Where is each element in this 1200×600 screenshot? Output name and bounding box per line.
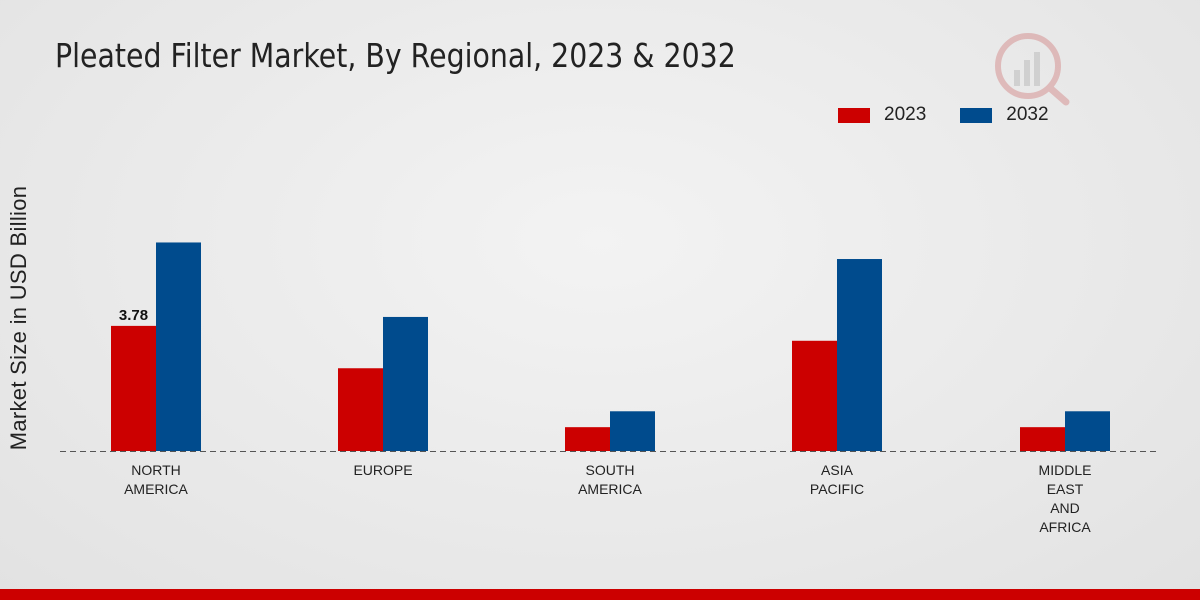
data-label-0: 3.78 bbox=[119, 307, 148, 324]
bar-2032-4 bbox=[1065, 411, 1110, 451]
x-tick-label-2: SOUTH AMERICA bbox=[578, 462, 642, 497]
legend-item-2023: 2023 bbox=[838, 104, 926, 126]
bar-2023-1 bbox=[338, 368, 383, 451]
bar-2032-2 bbox=[610, 411, 655, 451]
x-tick-label-3: ASIA PACIFIC bbox=[810, 462, 864, 497]
legend-label-2032: 2032 bbox=[1006, 104, 1049, 125]
x-tick-label-1: EUROPE bbox=[353, 462, 412, 478]
watermark-logo-icon bbox=[995, 33, 1070, 106]
bar-2023-4 bbox=[1020, 427, 1065, 451]
bar-2023-3 bbox=[792, 340, 837, 451]
x-tick-label-0: NORTH AMERICA bbox=[124, 462, 188, 497]
legend-label-2023: 2023 bbox=[884, 104, 927, 125]
legend-swatch-2032 bbox=[960, 107, 993, 123]
bar-2023-0 bbox=[111, 325, 156, 451]
bar-2023-2 bbox=[565, 427, 610, 451]
legend: 2023 2032 bbox=[838, 104, 1083, 126]
chart-title: Pleated Filter Market, By Regional, 2023… bbox=[55, 36, 736, 75]
bar-2032-3 bbox=[837, 259, 882, 451]
legend-swatch-2023 bbox=[838, 107, 870, 123]
legend-item-2032: 2032 bbox=[960, 104, 1049, 126]
x-tick-label-4: MIDDLE EAST AND AFRICA bbox=[1039, 462, 1092, 535]
bar-2032-1 bbox=[383, 316, 428, 451]
footer-bar bbox=[0, 589, 1200, 600]
bar-2032-0 bbox=[156, 242, 201, 451]
